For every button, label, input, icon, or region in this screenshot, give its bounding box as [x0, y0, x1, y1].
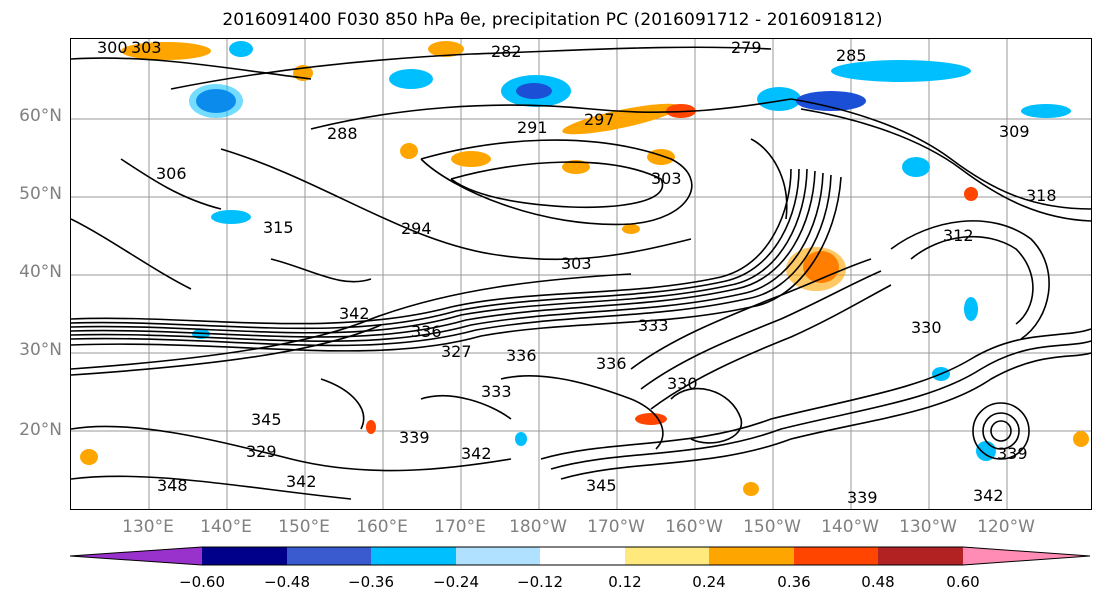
colorbar-outline [70, 546, 1091, 566]
contour-label: 342 [339, 304, 370, 323]
contour-label: 339 [399, 428, 430, 447]
contour-label: 345 [251, 410, 282, 429]
contour-label: 303 [131, 39, 162, 57]
contour-label: 330 [911, 318, 942, 337]
contour-label: 315 [263, 218, 294, 237]
contour-label: 336 [506, 346, 537, 365]
contour-label: 300 [97, 39, 128, 57]
colorbar-tick: 0.36 [777, 573, 811, 591]
contour-label: 297 [584, 110, 615, 129]
colorbar-segment [709, 547, 794, 565]
map-svg: 300 303 282 279 285 288 291 294 297 306 … [71, 39, 1091, 509]
colorbar-segment [456, 547, 540, 565]
contour-label: 333 [638, 316, 669, 335]
figure-title: 2016091400 F030 850 hPa θe, precipitatio… [222, 10, 883, 30]
lat-label: 40°N [19, 262, 62, 282]
lon-label: 180°W [509, 517, 567, 537]
colorbar-tick: −0.12 [517, 573, 563, 591]
lon-label: 130°W [899, 517, 957, 537]
colorbar-tick: −0.60 [179, 573, 225, 591]
colorbar-segment [202, 547, 287, 565]
contour-label: 306 [156, 164, 187, 183]
contour-labels: 300 303 282 279 285 288 291 294 297 306 … [97, 39, 1057, 507]
colorbar-segment [878, 547, 963, 565]
colorbar-tick: 0.24 [692, 573, 726, 591]
lon-label: 150°W [743, 517, 801, 537]
colorbar-segment [625, 547, 709, 565]
contour-label: 327 [441, 342, 472, 361]
colorbar-tick: 0.12 [608, 573, 642, 591]
contour-label: 312 [943, 226, 974, 245]
colorbar-tick: 0.48 [861, 573, 895, 591]
contour-label: 303 [561, 254, 592, 273]
lat-label: 60°N [19, 106, 62, 126]
contour-label: 333 [481, 382, 512, 401]
lon-label: 170°E [434, 517, 486, 537]
contour-label: 336 [596, 354, 627, 373]
contour-label: 342 [973, 486, 1004, 505]
precip-shading [80, 41, 1089, 496]
lon-label: 160°E [356, 517, 408, 537]
colorbar [70, 546, 1091, 566]
contour-label: 285 [836, 46, 867, 65]
lon-label: 130°E [122, 517, 174, 537]
lon-label: 120°W [977, 517, 1035, 537]
lat-label: 20°N [19, 420, 62, 440]
contour-label: 288 [327, 124, 358, 143]
theta-e-contours [71, 46, 1091, 500]
contour-label: 329 [246, 442, 277, 461]
lon-label: 150°E [278, 517, 330, 537]
contour-label: 339 [847, 488, 878, 507]
lon-label: 140°E [200, 517, 252, 537]
colorbar-segment [371, 547, 456, 565]
lat-label: 30°N [19, 340, 62, 360]
colorbar-segment [794, 547, 878, 565]
lon-label: 170°W [587, 517, 645, 537]
colorbar-segments [70, 546, 1091, 566]
contour-label: 303 [651, 169, 682, 188]
map-panel: 300 303 282 279 285 288 291 294 297 306 … [70, 38, 1092, 510]
contour-label: 279 [731, 39, 762, 57]
lat-label: 50°N [19, 184, 62, 204]
contour-label: 342 [461, 444, 492, 463]
contour-label: 330 [667, 374, 698, 393]
contour-label: 345 [586, 476, 617, 495]
colorbar-tick: −0.36 [348, 573, 394, 591]
colorbar-segment [540, 547, 625, 565]
colorbar-tick: −0.24 [433, 573, 479, 591]
colorbar-segment [70, 547, 202, 565]
contour-label: 282 [491, 42, 522, 61]
contour-label: 336 [411, 322, 442, 341]
contour-label: 318 [1026, 186, 1057, 205]
lon-label: 160°W [665, 517, 723, 537]
colorbar-segment [287, 547, 371, 565]
contour-label: 309 [999, 122, 1030, 141]
contour-label: 342 [286, 472, 317, 491]
contour-label: 339 [997, 444, 1028, 463]
contour-label: 294 [401, 219, 432, 238]
colorbar-tick: 0.60 [946, 573, 980, 591]
lon-label: 140°W [821, 517, 879, 537]
contour-label: 348 [157, 476, 188, 495]
colorbar-segment [963, 547, 1090, 565]
colorbar-tick: −0.48 [264, 573, 310, 591]
contour-label: 291 [517, 118, 548, 137]
